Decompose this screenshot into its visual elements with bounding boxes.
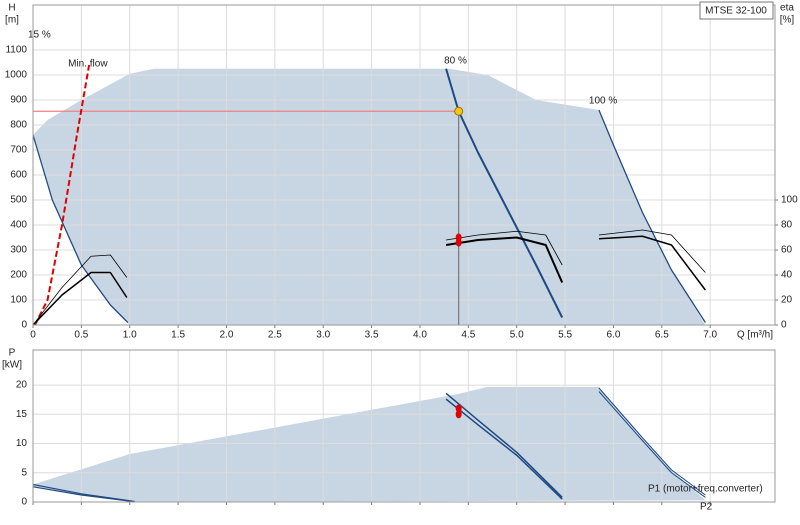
plot-frame	[32, 349, 776, 503]
x-tick-label: 6.5	[655, 330, 669, 341]
y2-axis-title: [%]	[780, 15, 795, 26]
curve	[33, 271, 128, 325]
x-tick-label: 4.0	[413, 330, 427, 341]
y-tick-label: 15	[16, 409, 28, 420]
x-tick-label: 2.0	[220, 330, 234, 341]
x-tick-label: 5.5	[558, 330, 572, 341]
curve-annotation: P2	[700, 502, 713, 513]
curve	[33, 254, 128, 325]
x-tick-label: 3.0	[316, 330, 330, 341]
x-tick-label: 1.0	[123, 330, 137, 341]
y-axis-title: [kW]	[2, 360, 22, 371]
model-box	[699, 1, 774, 20]
curve	[445, 236, 564, 283]
y-tick-label: 900	[10, 95, 27, 106]
x-tick-label: 4.5	[461, 330, 475, 341]
x-tick-label: 7.0	[703, 330, 717, 341]
y-tick-label: 800	[10, 120, 27, 131]
curve-label: Min. flow	[68, 59, 108, 70]
curve-annotation: P1 (motor+freq.converter)	[648, 484, 763, 495]
y2-tick-label: 20	[781, 295, 793, 306]
x-tick-label: 6.0	[606, 330, 620, 341]
curve	[33, 134, 129, 323]
y2-tick-label: 80	[781, 220, 793, 231]
x-tick-label: 2.5	[268, 330, 282, 341]
duty-point	[455, 404, 462, 413]
model-name: MTSE 32-100	[705, 6, 767, 17]
y-tick-label: 0	[21, 497, 27, 508]
plot	[33, 350, 775, 502]
curve	[445, 398, 563, 500]
curve	[598, 109, 706, 323]
y-axis-title: [m]	[5, 15, 19, 26]
y-tick-label: 100	[10, 295, 27, 306]
y2-tick-label: 40	[781, 270, 793, 281]
y-tick-label: 300	[10, 245, 27, 256]
y-tick-label: 600	[10, 170, 27, 181]
curve	[598, 229, 706, 273]
y2-tick-label: 100	[781, 195, 798, 206]
y-tick-label: 1100	[5, 45, 27, 56]
curve	[33, 486, 135, 502]
operating-range-area	[33, 386, 706, 502]
y-tick-label: 1000	[5, 70, 28, 81]
y2-tick-label: 60	[781, 245, 793, 256]
x-tick-label: 0	[30, 330, 36, 341]
x-tick-label: 3.5	[365, 330, 379, 341]
y-tick-label: 20	[16, 380, 28, 391]
y-axis-title: H	[8, 3, 15, 14]
plot-frame	[32, 4, 776, 326]
y2-axis-title: eta	[780, 3, 794, 14]
curve-label: 80 %	[444, 55, 467, 66]
y-tick-label: 400	[10, 220, 27, 231]
plot	[33, 5, 775, 325]
y-tick-label: 200	[10, 270, 27, 281]
x-tick-label: 5.0	[510, 330, 524, 341]
curve	[446, 230, 563, 266]
curve	[445, 392, 563, 498]
y-tick-label: 0	[21, 320, 27, 331]
duty-point	[455, 410, 462, 419]
curve	[598, 387, 706, 496]
x-tick-label: 1.5	[171, 330, 185, 341]
operating-range-area	[33, 68, 706, 325]
y-tick-label: 5	[21, 467, 27, 478]
duty-point	[455, 238, 462, 247]
x-tick-label: 0.5	[74, 330, 88, 341]
curve-label: 15 %	[28, 30, 51, 41]
y-tick-label: 10	[16, 438, 28, 449]
operating-point	[454, 106, 464, 116]
y2-tick-label: 0	[781, 320, 787, 331]
y-tick-label: 500	[10, 195, 27, 206]
curve-label: 100 %	[589, 96, 617, 107]
curve	[598, 235, 706, 291]
curve	[34, 64, 91, 325]
y-axis-title: P	[9, 348, 16, 359]
x-axis-title: Q [m³/h]	[737, 330, 773, 341]
y-tick-label: 700	[10, 145, 27, 156]
curve	[598, 391, 706, 498]
